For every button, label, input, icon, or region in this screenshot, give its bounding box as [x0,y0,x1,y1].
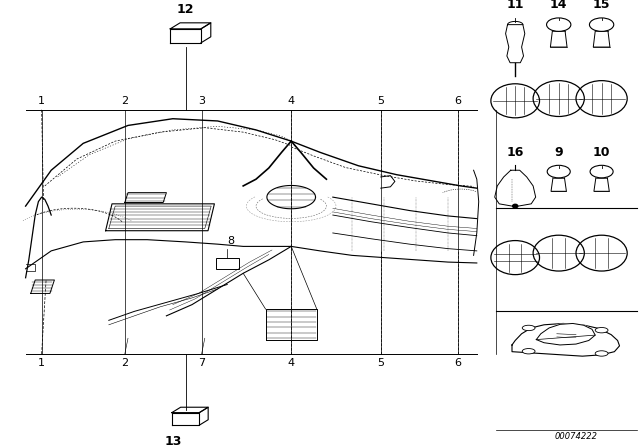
Text: 1: 1 [38,96,45,106]
Text: 16: 16 [506,146,524,159]
Text: 12: 12 [177,4,195,17]
Text: 8: 8 [227,237,234,246]
Text: 15: 15 [593,0,611,11]
Text: 2: 2 [121,96,129,106]
Text: 13: 13 [165,435,182,448]
Text: 4: 4 [287,96,295,106]
Ellipse shape [595,351,608,356]
Text: 1: 1 [38,358,45,367]
Text: 10: 10 [593,146,611,159]
Polygon shape [512,323,620,356]
Text: 2: 2 [121,358,129,367]
Ellipse shape [522,349,535,354]
Text: 4: 4 [287,358,295,367]
Bar [216,258,239,269]
Circle shape [513,204,518,208]
Text: 11: 11 [506,0,524,11]
Text: 9: 9 [554,146,563,159]
Ellipse shape [595,327,608,333]
Text: 7: 7 [198,358,205,367]
Text: 00074222: 00074222 [554,432,598,441]
Text: 14: 14 [550,0,568,11]
Ellipse shape [522,325,535,331]
Text: 5: 5 [378,358,384,367]
Text: 6: 6 [454,96,461,106]
Text: 6: 6 [454,358,461,367]
Text: 3: 3 [198,96,205,106]
Text: 5: 5 [378,96,384,106]
Polygon shape [536,323,595,345]
